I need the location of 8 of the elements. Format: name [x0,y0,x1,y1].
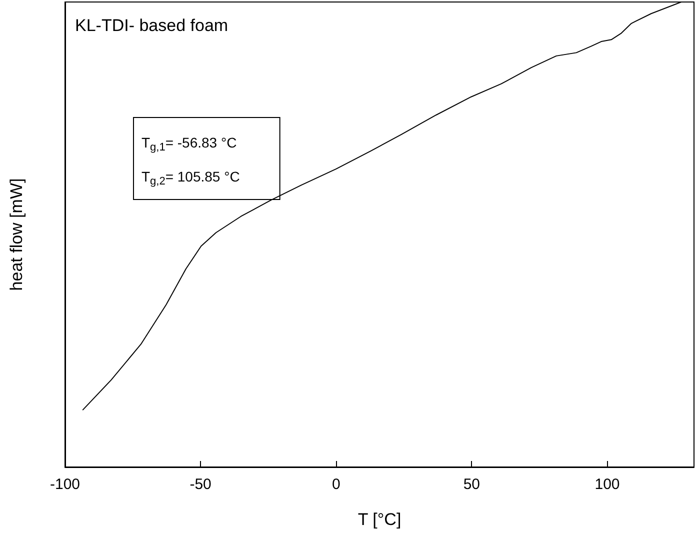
x-tick-label: -50 [190,476,212,493]
x-tick-label: 0 [332,476,340,493]
x-tick-label: -100 [50,476,80,493]
x-tick-label: 50 [463,476,480,493]
y-axis-title: heat flow [mW] [7,178,26,291]
text: KL-TDI- based foam [75,16,228,35]
x-axis-title: T [°C] [358,510,402,529]
x-tick-label: 100 [594,476,620,493]
